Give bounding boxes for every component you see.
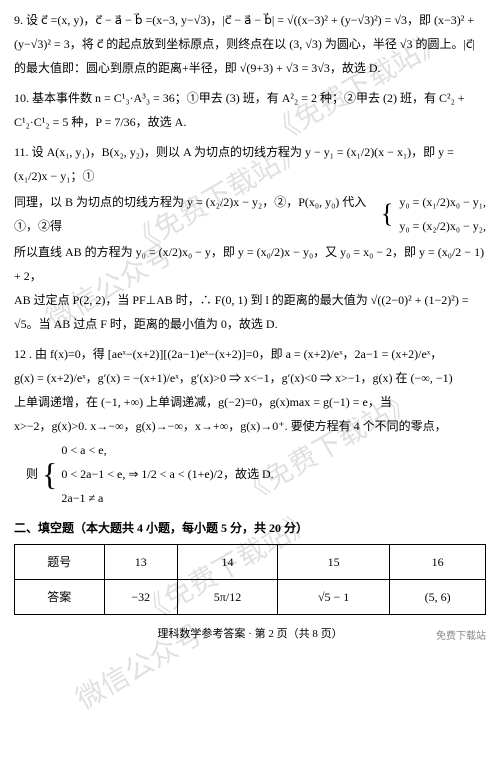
- case-line: y₀ = (x₂/2)x₀ − y₂,: [399, 214, 486, 238]
- problem-number: 9.: [14, 13, 23, 27]
- table-cell: −32: [104, 580, 177, 615]
- table-cell: (5, 6): [390, 580, 486, 615]
- table-cell: √5 − 1: [278, 580, 390, 615]
- text-label: 则: [26, 462, 38, 486]
- table-row: 题号 13 14 15 16: [15, 545, 486, 580]
- problem-body: g(x) = (x+2)/eˣ，g′(x) = −(x+1)/eˣ，g′(x)>…: [14, 366, 486, 390]
- brace-icon: {: [42, 442, 57, 506]
- table-cell: 14: [177, 545, 277, 580]
- table-row: 答案 −32 5π/12 √5 − 1 (5, 6): [15, 580, 486, 615]
- table-cell: 15: [278, 545, 390, 580]
- section-title: 二、填空题（本大题共 4 小题，每小题 5 分，共 20 分）: [14, 516, 486, 540]
- table-cell: 题号: [15, 545, 105, 580]
- bottom-right-label: 免费下载站: [436, 627, 486, 647]
- problem-number: 10.: [14, 91, 29, 105]
- case-line: 0 < a < e,: [61, 438, 273, 462]
- problem-12: 12 . 由 f(x)=0，得 [aeˣ−(x+2)][(2a−1)eˣ−(x+…: [14, 342, 486, 510]
- problem-body: 同理，以 B 为切点的切线方程为 y = (x₂/2)x − y₂，②，P(x₀…: [14, 190, 375, 238]
- table-cell: 答案: [15, 580, 105, 615]
- problem-body: x>−2，g(x)>0. x→−∞，g(x)→−∞，x→+∞，g(x)→0⁺. …: [14, 414, 486, 438]
- problem-body: 设 A(x₁, y₁)，B(x₂, y₂)，则以 A 为切点的切线方程为 y −…: [14, 145, 454, 183]
- case-line: y₀ = (x₁/2)x₀ − y₁,: [399, 190, 486, 214]
- problem-body: 上单调递增，在 (−1, +∞) 上单调递减，g(−2)=0，g(x)max =…: [14, 390, 486, 414]
- problem-number: 11.: [14, 145, 29, 159]
- case-line: 0 < 2a−1 < e, ⇒ 1/2 < a < (1+e)/2，故选 D.: [61, 462, 273, 486]
- table-cell: 13: [104, 545, 177, 580]
- answer-table: 题号 13 14 15 16 答案 −32 5π/12 √5 − 1 (5, 6…: [14, 544, 486, 615]
- problem-body: 基本事件数 n = C¹₃·A³₃ = 36；①甲去 (3) 班，有 A²₂ =…: [14, 91, 465, 129]
- problem-body: 设 c⃗ =(x, y)，c⃗ − a⃗ − b⃗ =(x−3, y−√3)，|…: [14, 13, 475, 75]
- problem-number: 12 .: [14, 347, 32, 361]
- table-cell: 16: [390, 545, 486, 580]
- problem-body: 所以直线 AB 的方程为 y₀ = (x/2)x₀ − y，即 y = (x₀/…: [14, 240, 486, 288]
- problem-body: 由 f(x)=0，得 [aeˣ−(x+2)][(2a−1)eˣ−(x+2)]=0…: [35, 347, 442, 361]
- brace-icon: {: [381, 188, 393, 240]
- problem-11: 11. 设 A(x₁, y₁)，B(x₂, y₂)，则以 A 为切点的切线方程为…: [14, 140, 486, 336]
- table-cell: 5π/12: [177, 580, 277, 615]
- problem-body: AB 过定点 P(2, 2)，当 PF⊥AB 时，∴ F(0, 1) 到 l 的…: [14, 288, 486, 336]
- case-line: 2a−1 ≠ a: [61, 486, 273, 510]
- page-footer: 理科数学参考答案 · 第 2 页（共 8 页）: [14, 623, 486, 645]
- problem-10: 10. 基本事件数 n = C¹₃·A³₃ = 36；①甲去 (3) 班，有 A…: [14, 86, 486, 134]
- problem-9: 9. 设 c⃗ =(x, y)，c⃗ − a⃗ − b⃗ =(x−3, y−√3…: [14, 8, 486, 80]
